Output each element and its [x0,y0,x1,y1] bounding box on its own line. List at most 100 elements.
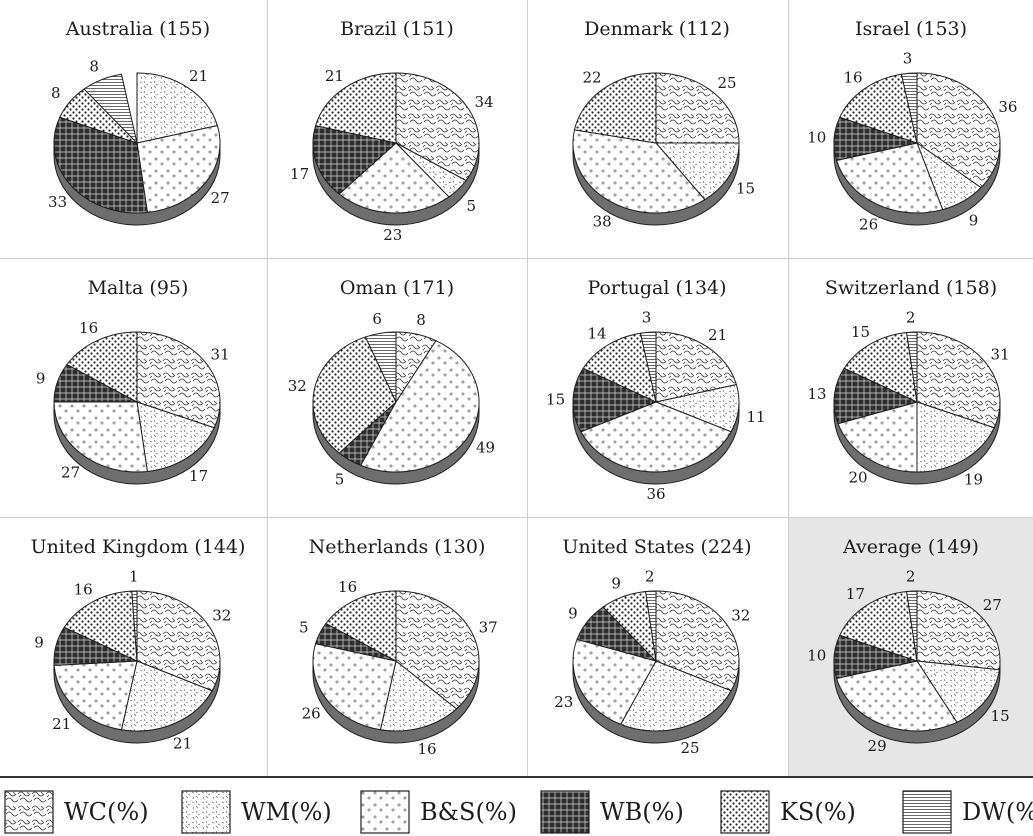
pie-slice-ks [66,331,138,403]
slice-value-label: 6 [372,310,382,328]
pie-slice-ks [582,332,657,403]
slice-value-label: 16 [74,581,93,599]
pie-chart: 27 15 29 10 17 2 [807,568,1010,755]
legend-swatch-wb [540,790,590,834]
slice-value-label: 32 [288,377,307,395]
pie-slice-wm [916,660,1000,723]
pie-slice-b-s [338,142,450,214]
slice-value-label: 23 [554,693,573,711]
pie-slice-ks [573,72,657,144]
pie-slice-wc [136,590,221,692]
legend-item-ks: KS(%) [720,790,856,834]
slice-value-label: 9 [969,211,979,229]
slice-value-label: 26 [302,705,321,723]
pie-slice-ks [312,336,397,454]
pie-slice-wc [655,331,738,403]
pie-slice-wm [136,401,215,472]
pie-title: Australia (155) [65,18,211,40]
slice-value-label: 22 [582,69,601,87]
slice-value-label: 13 [807,385,826,403]
slice-value-label: 5 [335,470,345,488]
slice-value-label: 33 [48,193,67,211]
pie-chart: 34 5 23 17 21 [290,67,493,244]
slice-value-label: 10 [807,129,826,147]
pie-title: Denmark (112) [584,18,730,40]
slice-value-label: 14 [587,325,606,343]
slice-value-label: 21 [708,326,727,344]
pie-slice-b-s [359,340,480,473]
legend-item-b-s: B&S(%) [360,790,517,834]
slice-value-label: 5 [299,618,309,636]
slice-value-label: 21 [173,735,192,753]
slice-value-label: 37 [479,618,498,636]
pie-slice-wc [916,590,1001,671]
pie-panel-average-149: Average (149) 27 15 29 10 17 2 [789,518,1033,776]
pie-panel-united-states-224: United States (224) 32 25 23 9 9 2 [528,518,786,776]
legend-swatch-wc [4,790,54,834]
slice-value-label: 17 [846,585,865,603]
legend-label: KS(%) [780,798,856,826]
pie-slice-wc [916,331,1001,429]
pie-title: United States (224) [562,536,752,558]
pie-slice-ks [839,73,918,144]
pie-slice-dw [83,73,138,145]
legend-label: WB(%) [600,798,684,826]
pie-slice-b-s [53,660,138,731]
legend-label: WC(%) [64,798,149,826]
pie-slice-b-s [572,129,706,214]
legend-swatch-dw [902,790,952,834]
pie-slice-b-s [835,660,958,732]
slice-value-label: 38 [593,213,612,231]
pie-slice-wb [312,125,398,195]
column-divider [267,0,268,776]
row-divider [0,517,1033,518]
pie-slice-wm [379,660,458,732]
legend-swatch-ks [720,790,770,834]
legend-swatch-wm [181,790,231,834]
slice-value-label: 2 [906,568,916,586]
row-divider [0,258,1033,259]
pie-slice-b-s [835,142,944,214]
slice-value-label: 15 [546,390,565,408]
pie-title: United Kingdom (144) [30,536,246,558]
pie-chart: 32 25 23 9 9 2 [554,568,750,757]
slice-value-label: 27 [983,596,1002,614]
pie-slice-dw [639,331,657,403]
pie-panel-netherlands-130: Netherlands (130) 37 16 26 5 16 [268,518,526,776]
legend-swatch-b-s [360,790,410,834]
slice-value-label: 16 [79,319,98,337]
slice-value-label: 27 [211,189,230,207]
pie-panel-oman-171: Oman (171) 8 49 5 32 6 [268,259,526,517]
legend-label: WM(%) [241,798,332,826]
slice-value-label: 27 [61,464,80,482]
slice-value-label: 34 [474,93,493,111]
legend-item-wc: WC(%) [4,790,149,834]
slice-value-label: 3 [642,309,652,327]
pie-slice-b-s [580,401,732,473]
pie-slice-wc [395,590,480,710]
pie-slice-ks [314,72,397,144]
slice-value-label: 15 [991,707,1010,725]
legend-label: B&S(%) [420,798,517,826]
pie-slice-b-s [837,401,918,473]
slice-value-label: 5 [467,197,477,215]
slice-value-label: 2 [906,309,916,327]
pie-slice-wb [572,367,658,433]
slice-value-label: 31 [991,345,1010,363]
legend-divider [0,776,1033,778]
slice-value-label: 16 [417,740,436,758]
legend-label: DW(% [962,798,1033,826]
pie-slice-ks [843,332,918,403]
slice-value-label: 15 [736,180,755,198]
slice-value-label: 9 [34,634,44,652]
slice-value-label: 17 [189,467,208,485]
slice-value-label: 9 [568,604,578,622]
pie-chart: 25 15 38 22 [572,69,755,231]
pie-slice-dw [364,331,397,403]
pie-panel-switzerland-158: Switzerland (158) 31 19 20 13 15 2 [789,259,1033,517]
slice-value-label: 19 [964,470,983,488]
slice-value-label: 26 [859,215,878,233]
pie-slice-ks [839,591,918,662]
pie-panel-portugal-134: Portugal (134) 21 11 36 15 14 3 [528,259,786,517]
slice-value-label: 15 [851,323,870,341]
